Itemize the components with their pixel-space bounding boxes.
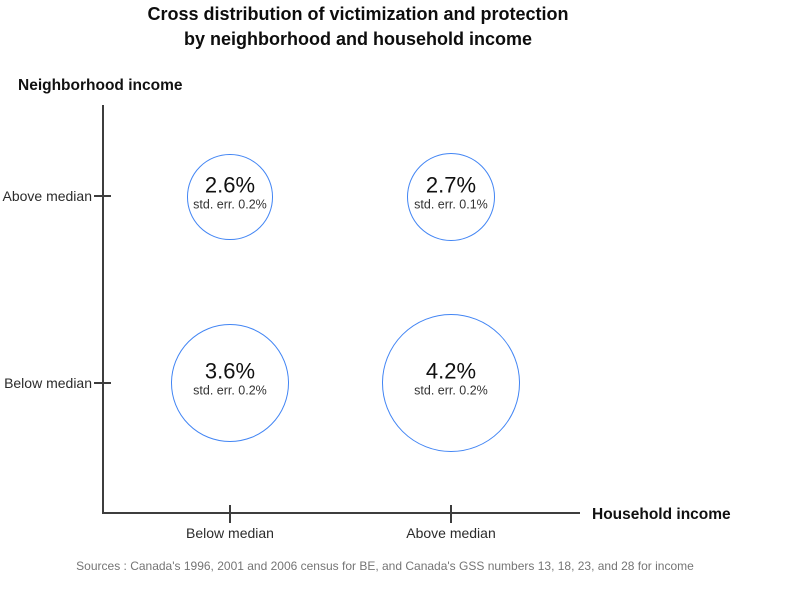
y-tick-label-above-median: Above median [2, 188, 92, 204]
bubble-label: 2.7% std. err. 0.1% [414, 172, 488, 213]
x-tick-label-below-median: Below median [186, 525, 274, 541]
x-axis-line [102, 512, 580, 514]
y-axis-line [102, 105, 104, 514]
bubble-std-err: std. err. 0.2% [193, 197, 267, 212]
source-note: Sources : Canada's 1996, 2001 and 2006 c… [76, 559, 694, 573]
x-tick-mark-below-median [229, 505, 231, 523]
bubble-below-neighborhood-above-household: 4.2% std. err. 0.2% [381, 313, 521, 453]
bubble-label: 4.2% std. err. 0.2% [414, 358, 488, 399]
y-tick-mark-above-median [94, 195, 111, 197]
bubble-std-err: std. err. 0.1% [414, 197, 488, 212]
bubble-below-neighborhood-below-household: 3.6% std. err. 0.2% [170, 323, 290, 443]
chart-title-line-2: by neighborhood and household income [184, 29, 532, 49]
y-tick-label-below-median: Below median [4, 375, 92, 391]
bubble-label: 3.6% std. err. 0.2% [193, 358, 267, 399]
y-axis-title: Neighborhood income [18, 77, 183, 94]
bubble-value: 3.6% [204, 358, 256, 384]
y-tick-mark-below-median [94, 382, 111, 384]
bubble-above-neighborhood-above-household: 2.7% std. err. 0.1% [406, 152, 496, 242]
bubble-std-err: std. err. 0.2% [193, 383, 267, 398]
bubble-value: 2.7% [425, 172, 477, 198]
bubble-above-neighborhood-below-household: 2.6% std. err. 0.2% [187, 154, 273, 240]
bubble-value: 4.2% [425, 358, 477, 384]
x-axis-title: Household income [592, 506, 731, 523]
x-tick-label-above-median: Above median [406, 525, 496, 541]
bubble-std-err: std. err. 0.2% [414, 383, 488, 398]
bubble-value: 2.6% [204, 172, 256, 198]
bubble-label: 2.6% std. err. 0.2% [193, 172, 267, 213]
chart-title: Cross distribution of victimization and … [0, 2, 716, 52]
chart-title-line-1: Cross distribution of victimization and … [147, 4, 569, 24]
x-tick-mark-above-median [450, 505, 452, 523]
